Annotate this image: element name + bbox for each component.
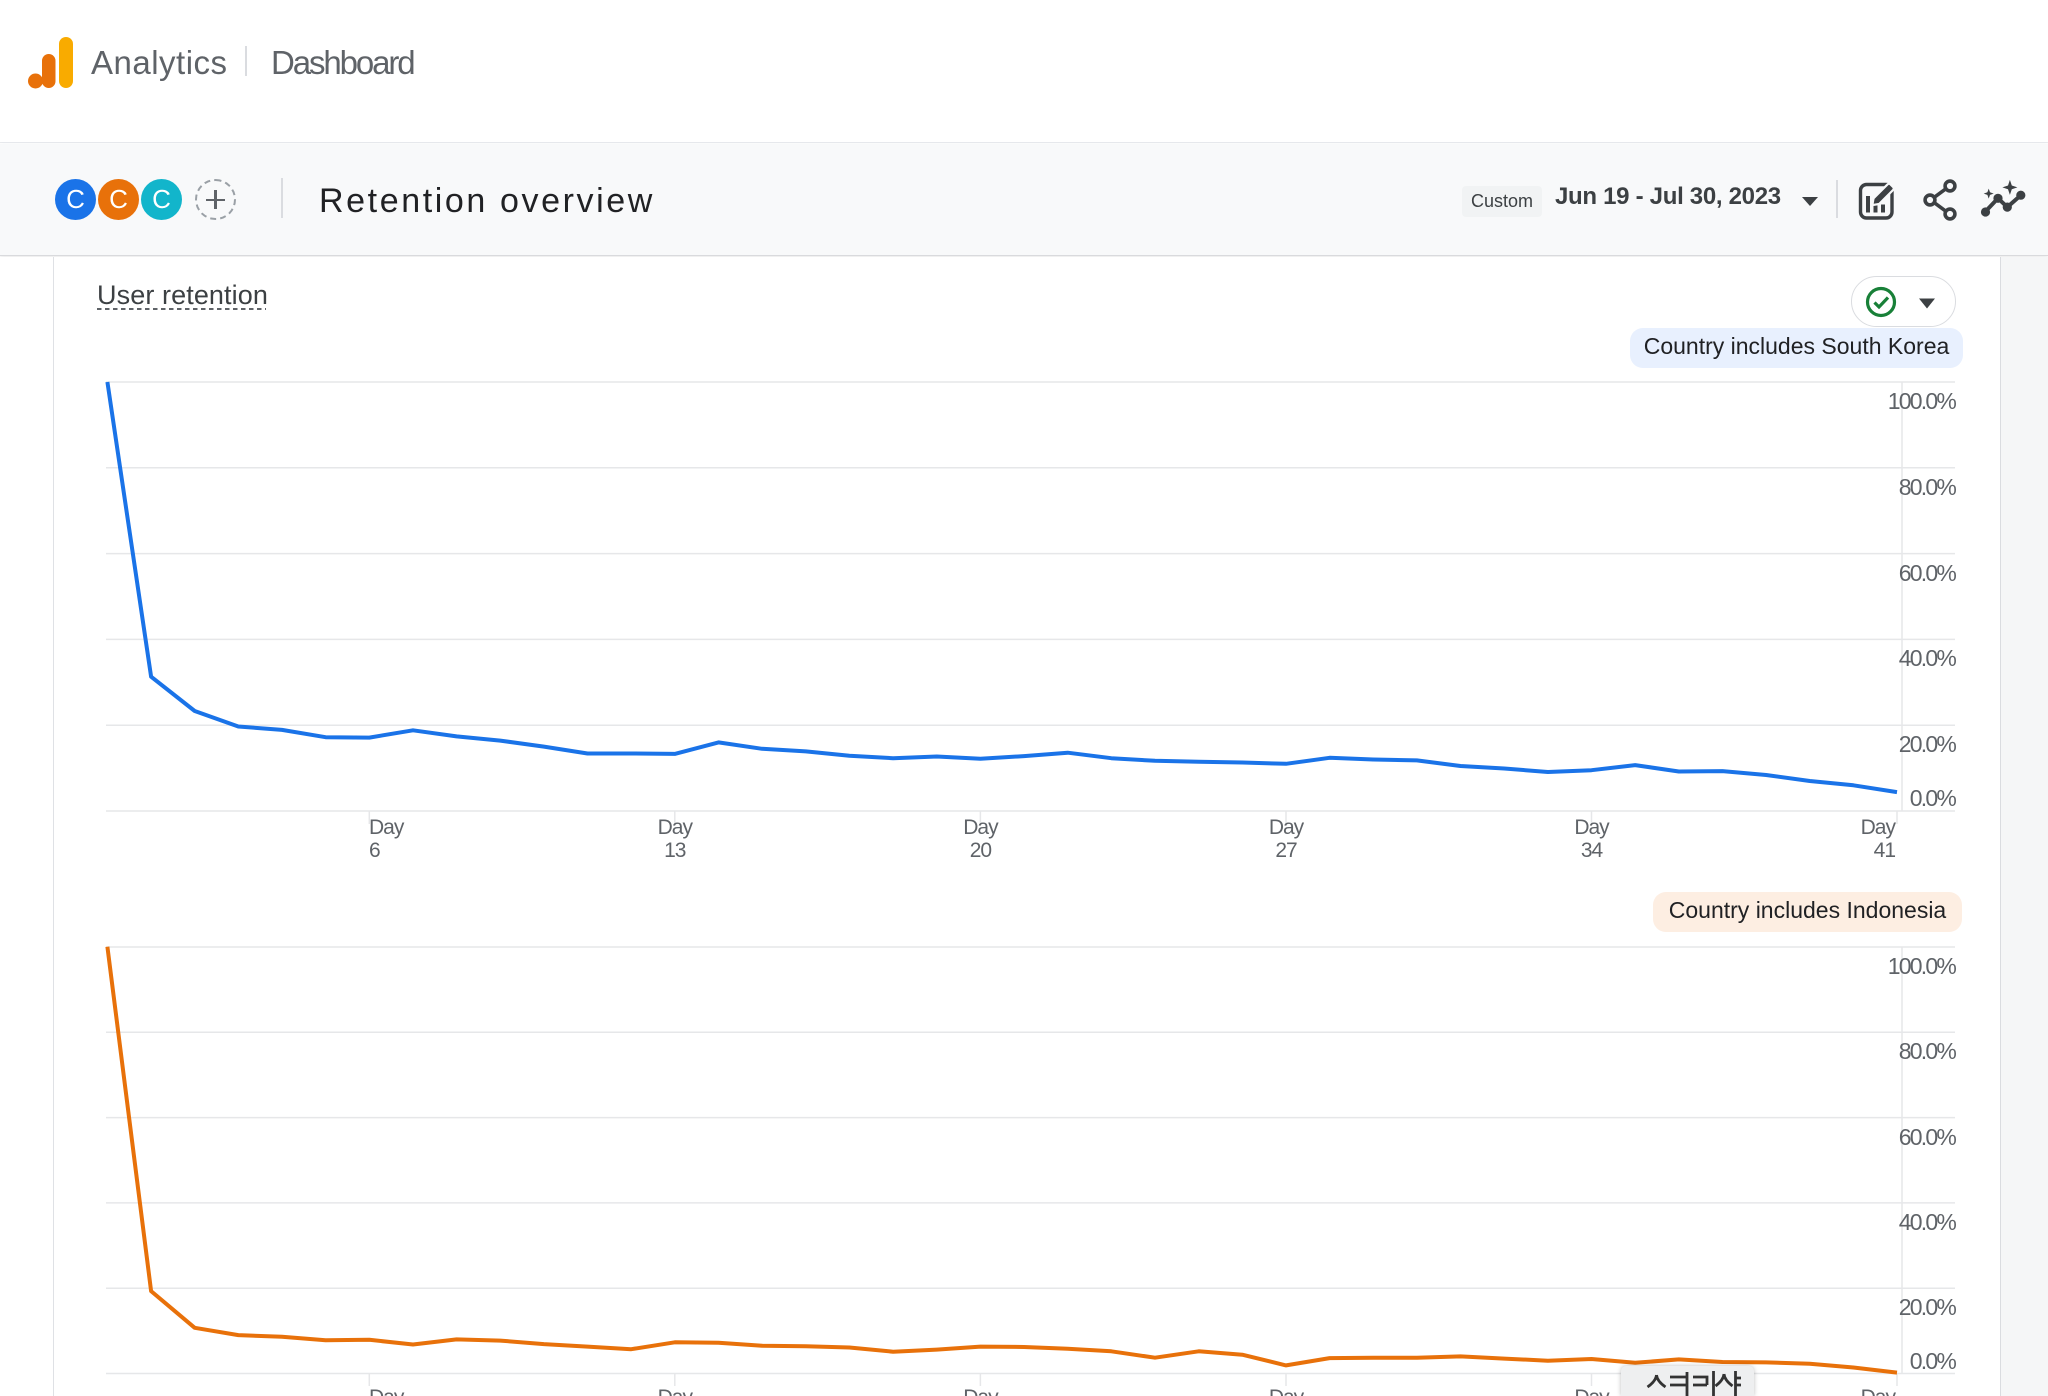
svg-text:Day: Day [1574,1386,1610,1396]
svg-text:13: 13 [664,839,686,862]
svg-text:Day: Day [1269,816,1305,839]
svg-text:40.0%: 40.0% [1899,1209,1957,1235]
svg-text:Day: Day [658,816,694,839]
svg-text:41: 41 [1874,839,1896,862]
svg-text:20: 20 [970,839,992,862]
svg-text:Day: Day [1269,1386,1305,1396]
svg-text:Day: Day [658,1386,694,1396]
svg-text:60.0%: 60.0% [1899,1124,1957,1150]
svg-text:40.0%: 40.0% [1899,645,1957,671]
svg-text:80.0%: 80.0% [1899,474,1957,500]
svg-text:0.0%: 0.0% [1910,785,1957,811]
svg-text:Day: Day [369,1386,405,1396]
svg-text:Day: Day [1574,816,1610,839]
svg-text:6: 6 [369,839,380,862]
svg-text:Day: Day [1861,816,1897,839]
svg-text:Day: Day [369,816,405,839]
svg-text:27: 27 [1275,839,1297,862]
svg-text:100.0%: 100.0% [1888,388,1957,414]
svg-text:0.0%: 0.0% [1910,1348,1957,1374]
svg-text:100.0%: 100.0% [1888,953,1957,979]
svg-text:20.0%: 20.0% [1899,1294,1957,1320]
svg-text:20.0%: 20.0% [1899,731,1957,757]
svg-text:Day: Day [1861,1386,1897,1396]
svg-text:80.0%: 80.0% [1899,1038,1957,1064]
svg-text:Day: Day [963,1386,999,1396]
svg-text:34: 34 [1581,839,1604,862]
svg-text:Day: Day [963,816,999,839]
svg-text:60.0%: 60.0% [1899,560,1957,586]
